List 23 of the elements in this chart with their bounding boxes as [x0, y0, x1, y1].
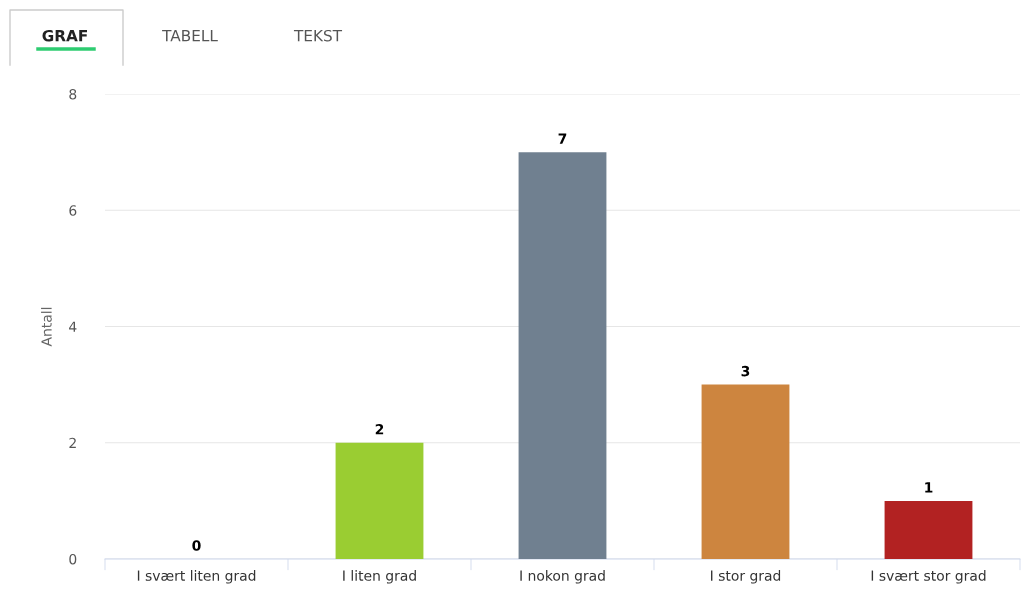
x-tick-label: I stor grad: [711, 570, 781, 584]
y-tick-label: 0: [69, 553, 77, 565]
x-tick-label: I svært liten grad: [137, 570, 256, 584]
data-label: 1: [925, 482, 933, 493]
y-tick-label: 8: [69, 88, 77, 100]
text: GRAF: [42, 29, 87, 42]
bar: [701, 384, 790, 559]
y-axis-title: Antall: [41, 307, 52, 347]
y-tick-label: 2: [69, 437, 76, 449]
text: TABELL: [162, 30, 218, 42]
text: TEKST: [293, 29, 343, 42]
bar: [518, 152, 607, 559]
x-tick-label: I nokon grad: [520, 570, 605, 584]
data-label: 0: [192, 540, 201, 551]
y-tick-label: 6: [69, 205, 77, 216]
bar: [335, 442, 424, 559]
y-tick-label: 4: [69, 321, 77, 332]
x-tick-label: I svært stor grad: [871, 570, 986, 584]
x-tick-label: I liten grad: [343, 570, 416, 584]
data-label: 7: [558, 133, 567, 144]
bar: [884, 500, 973, 559]
data-label: 3: [741, 365, 750, 377]
data-label: 2: [375, 424, 384, 435]
